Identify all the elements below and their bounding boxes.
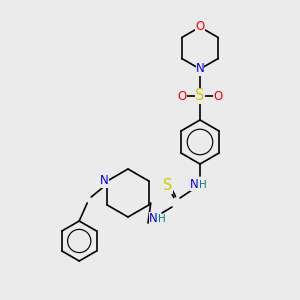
Text: S: S (163, 178, 173, 194)
Text: S: S (195, 88, 205, 104)
Text: N: N (190, 178, 198, 190)
Text: N: N (196, 62, 204, 76)
Text: H: H (158, 214, 166, 224)
Text: O: O (195, 20, 205, 34)
Text: N: N (148, 212, 158, 224)
Text: H: H (199, 180, 207, 190)
Text: N: N (100, 175, 109, 188)
Text: O: O (177, 89, 187, 103)
Text: O: O (213, 89, 223, 103)
